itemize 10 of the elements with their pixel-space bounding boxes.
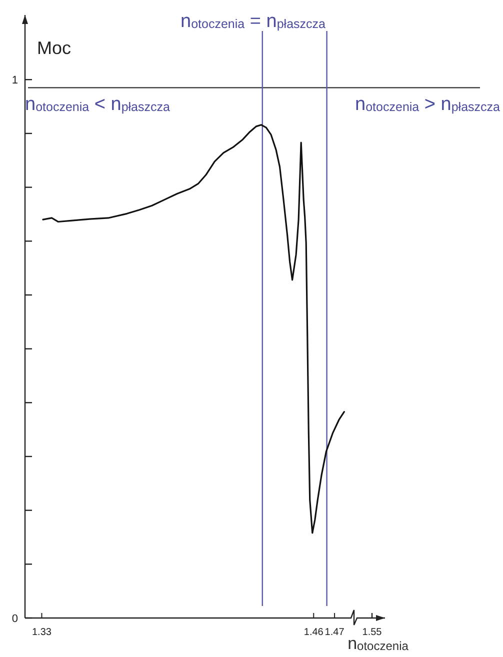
x-tick-label: 1.47 xyxy=(324,627,345,638)
annotation: notoczenia = npłaszcza xyxy=(180,11,326,32)
y-tick-label: 0 xyxy=(12,613,18,625)
text: notoczenia > npłaszcza xyxy=(355,94,500,115)
x-tick-label: 1.46 xyxy=(304,627,324,638)
y-axis-title: Moc xyxy=(37,38,72,58)
x-tick-label: 1.33 xyxy=(32,627,52,638)
line-series xyxy=(42,124,345,534)
y-tick-label: 1 xyxy=(12,74,18,87)
annotation: notoczenia < npłaszcza xyxy=(25,94,170,115)
